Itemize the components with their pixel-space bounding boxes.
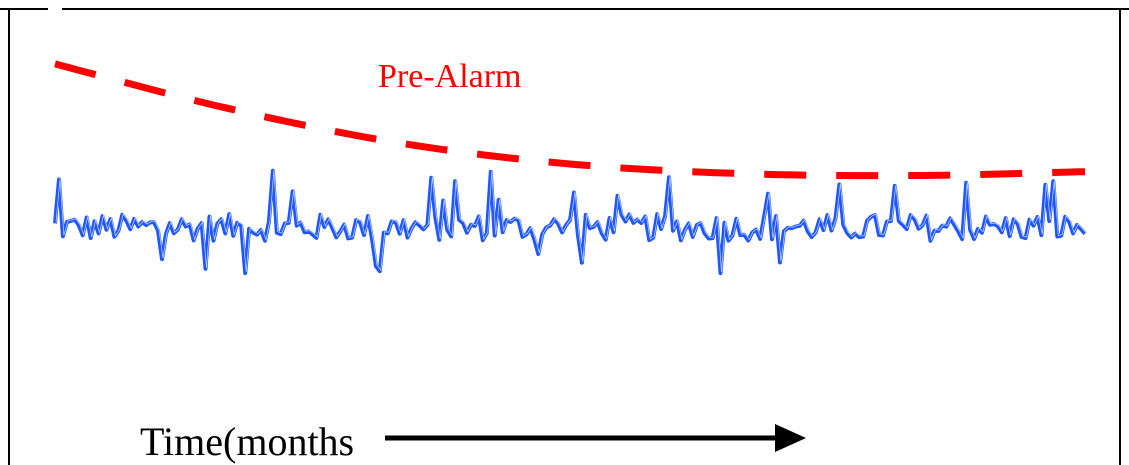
time-arrow-head <box>775 424 806 452</box>
series-signal-line <box>53 168 1087 276</box>
series-threshold-line <box>54 60 1086 180</box>
prealarm-label: Pre-Alarm <box>378 58 522 95</box>
time-arrow <box>385 424 806 452</box>
series-signal-highlight <box>55 169 1087 273</box>
plot-area <box>53 60 1087 276</box>
x-axis-label: Time(months <box>140 419 354 464</box>
chart-frame <box>0 8 1129 465</box>
